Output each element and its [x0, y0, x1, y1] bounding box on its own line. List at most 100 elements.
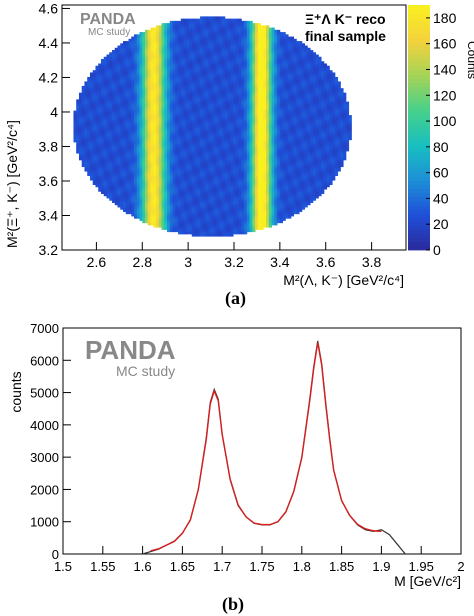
heatmap-cell [235, 29, 239, 33]
heatmap-cell [145, 211, 149, 215]
heatmap-cell [172, 67, 176, 71]
heatmap-cell [142, 108, 146, 111]
heatmap-cell [224, 110, 228, 114]
heatmap-cell [120, 184, 124, 188]
heatmap-cell [186, 150, 190, 154]
heatmap-cell [208, 211, 212, 215]
heatmap-cell [186, 38, 190, 42]
heatmap-cell [200, 92, 204, 96]
heatmap-cell [142, 198, 146, 201]
heatmap-cell [202, 41, 206, 44]
heatmap-cell [222, 119, 226, 123]
heatmap-cell [224, 25, 228, 28]
heatmap-cell [191, 202, 195, 206]
heatmap-cell [186, 43, 190, 46]
heatmap-cell [156, 128, 160, 132]
heatmap-cell [233, 117, 237, 120]
heatmap-cell [134, 168, 138, 172]
heatmap-cell [98, 70, 102, 73]
heatmap-cell [147, 112, 151, 116]
heatmap-cell [81, 108, 85, 111]
heatmap-cell [139, 209, 143, 212]
heatmap-cell [191, 94, 195, 98]
heatmap-cell [92, 108, 96, 111]
heatmap-cell [200, 34, 204, 37]
heatmap-cell [186, 204, 190, 208]
heatmap-cell [156, 50, 160, 53]
heatmap-cell [167, 207, 171, 210]
heatmap-cell [136, 162, 140, 165]
heatmap-cell [235, 229, 239, 233]
heatmap-cell [150, 99, 154, 103]
heatmap-cell [139, 81, 143, 85]
heatmap-cell [180, 173, 184, 177]
heatmap-cell [208, 148, 212, 152]
heatmap-cell [147, 50, 151, 53]
heatmap-cell [222, 173, 226, 177]
heatmap-cell [200, 81, 204, 85]
heatmap-cell [238, 198, 242, 201]
heatmap-cell [153, 97, 157, 100]
heatmap-cell [136, 65, 140, 69]
heatmap-cell [142, 218, 146, 221]
heatmap-cell [147, 74, 151, 78]
heatmap-cell [153, 61, 157, 64]
heatmap-cell [183, 177, 187, 181]
heatmap-cell [100, 148, 105, 152]
heatmap-cell [183, 227, 187, 230]
heatmap-cell [142, 157, 146, 161]
heatmap-cell [200, 90, 204, 94]
heatmap-cell [158, 97, 162, 100]
heatmap-cell [183, 79, 187, 82]
heatmap-cell [205, 146, 209, 150]
heatmap-cell [172, 227, 176, 230]
heatmap-cell [180, 162, 184, 165]
heatmap-cell [158, 121, 162, 125]
heatmap-cell [183, 218, 187, 221]
heatmap-cell [84, 137, 88, 141]
heatmap-cell [175, 173, 179, 177]
heatmap-cell [164, 101, 168, 105]
heatmap-cell [134, 112, 138, 116]
heatmap-cell [205, 198, 209, 201]
heatmap-cell [147, 207, 151, 210]
heatmap-cell [81, 153, 85, 156]
heatmap-cell [189, 76, 193, 80]
heatmap-cell [106, 189, 110, 192]
heatmap-cell [87, 121, 91, 125]
heatmap-cell [175, 74, 179, 78]
heatmap-cell [180, 34, 184, 37]
heatmap-cell [134, 50, 138, 53]
heatmap-cell [183, 216, 187, 219]
heatmap-cell [164, 135, 168, 138]
heatmap-cell [164, 97, 168, 100]
heatmap-cell [175, 166, 179, 170]
heatmap-cell [76, 124, 80, 127]
heatmap-cell [120, 133, 124, 136]
heatmap-cell [235, 20, 239, 24]
heatmap-cell [161, 200, 165, 203]
heatmap-cell [117, 189, 121, 192]
heatmap-cell [117, 191, 121, 194]
heatmap-cell [161, 204, 165, 208]
heatmap-cell [241, 189, 245, 192]
heatmap-cell [172, 90, 176, 94]
heatmap-cell [227, 20, 231, 24]
heatmap-cell [95, 155, 99, 159]
heatmap-cell [92, 159, 96, 163]
heatmap-cell [202, 18, 206, 22]
heatmap-cell [197, 139, 201, 143]
heatmap-cell [202, 184, 206, 188]
heatmap-cell [180, 171, 184, 174]
heatmap-cell [156, 41, 160, 44]
heatmap-cell [191, 141, 195, 145]
heatmap-cell [191, 74, 195, 78]
heatmap-cell [131, 85, 135, 89]
heatmap-cell [183, 148, 187, 152]
heatmap-cell [109, 135, 113, 138]
heatmap-cell [211, 108, 215, 111]
heatmap-cell [142, 124, 146, 127]
heatmap-cell [227, 148, 231, 152]
heatmap-cell [197, 81, 201, 85]
heatmap-cell [219, 45, 223, 49]
